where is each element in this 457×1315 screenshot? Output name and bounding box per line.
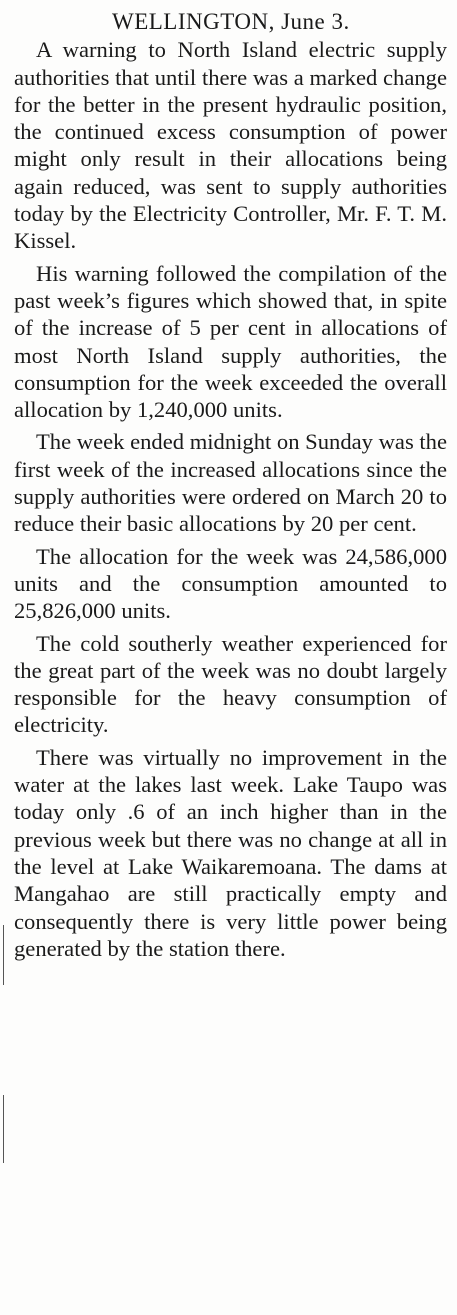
column-rule [3,925,4,985]
column-rule [3,1095,4,1163]
paragraph-allocation: The allocation for the week was 24,586,0… [14,543,447,624]
paragraph-week-ended: The week ended midnight on Sunday was th… [14,429,447,537]
paragraph-warning: A warning to North Island electric suppl… [14,37,447,254]
paragraph-figures: His warning followed the compilation of … [14,260,447,423]
dateline: WELLINGTON, June 3. [112,9,350,34]
paragraph-weather: The cold southerly weather experienced f… [14,630,447,738]
paragraph-lakes: There was virtually no improvement in th… [14,744,447,961]
